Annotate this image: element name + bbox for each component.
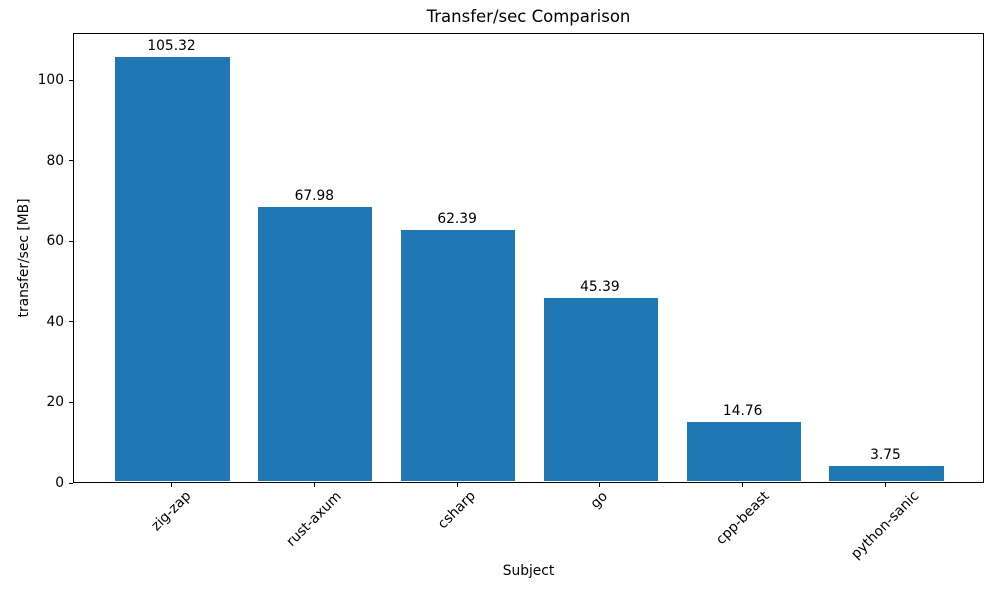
bar <box>258 207 373 481</box>
y-tick-mark <box>69 482 73 484</box>
x-tick-label: rust-axum <box>283 488 345 550</box>
y-tick-label: 0 <box>55 475 64 491</box>
chart-title: Transfer/sec Comparison <box>426 7 631 26</box>
bar-value-label: 105.32 <box>147 37 196 54</box>
bar <box>829 465 944 481</box>
y-tick-mark <box>69 321 73 323</box>
x-tick-mark <box>599 483 601 487</box>
plot-area <box>73 33 984 483</box>
x-tick-mark <box>742 483 744 487</box>
x-tick-label: zig-zap <box>148 487 195 535</box>
x-tick-label: go <box>587 487 612 512</box>
y-axis-label: transfer/sec [MB] <box>16 198 32 318</box>
x-tick-label: cpp-beast <box>712 487 773 548</box>
y-tick-label: 60 <box>46 233 64 250</box>
bar <box>543 298 658 481</box>
y-tick-label: 40 <box>46 313 64 330</box>
y-tick-label: 100 <box>37 72 64 89</box>
x-tick-label: python-sanic <box>847 487 923 563</box>
x-tick-mark <box>884 483 886 487</box>
x-tick-mark <box>313 483 315 487</box>
x-tick-mark <box>456 483 458 487</box>
x-tick-mark <box>171 483 173 487</box>
bar-value-label: 14.76 <box>722 402 763 419</box>
bar <box>686 421 801 481</box>
bar <box>115 56 230 481</box>
y-tick-mark <box>69 160 73 162</box>
bar-value-label: 45.39 <box>580 279 620 296</box>
y-tick-mark <box>69 79 73 81</box>
y-tick-mark <box>69 240 73 242</box>
bar-value-label: 67.98 <box>294 188 335 205</box>
y-tick-mark <box>69 401 73 403</box>
x-tick-label: csharp <box>434 487 480 532</box>
bar-value-label: 62.39 <box>437 210 477 227</box>
bar-value-label: 3.75 <box>870 446 901 463</box>
y-tick-label: 20 <box>46 394 64 411</box>
y-tick-label: 80 <box>46 152 64 169</box>
bar <box>400 229 516 481</box>
x-axis-label: Subject <box>502 563 555 579</box>
